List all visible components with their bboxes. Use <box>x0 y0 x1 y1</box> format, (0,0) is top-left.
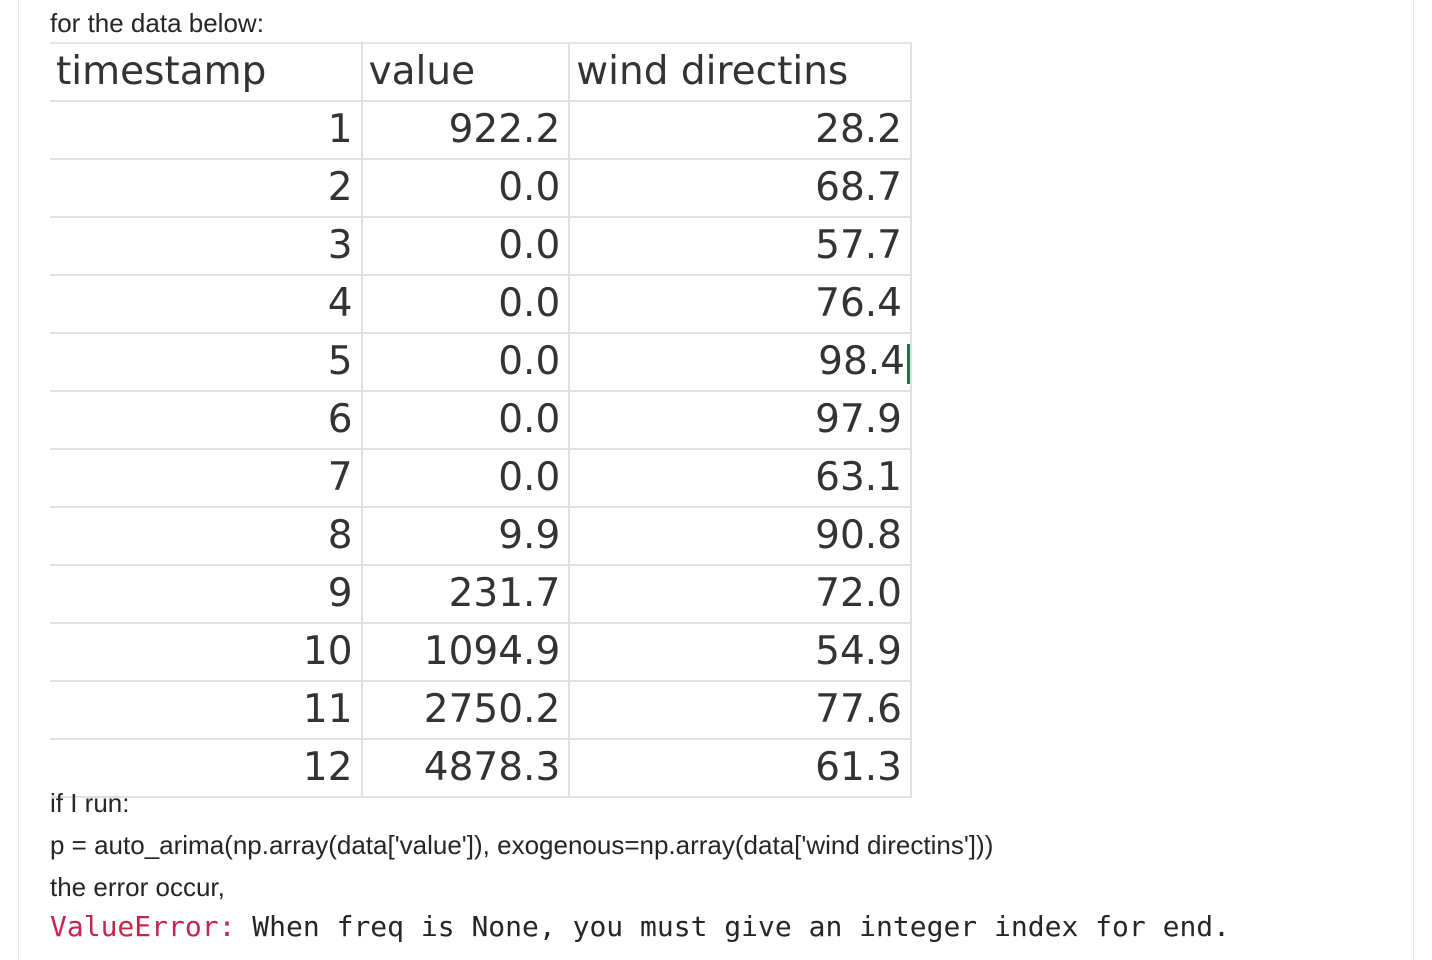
table-row: 7 0.0 63.1 <box>50 449 912 508</box>
table-row: 5 0.0 98.4 <box>50 333 912 392</box>
cell-wind-direction[interactable]: 57.7 <box>569 217 912 276</box>
error-message: ValueError: When freq is None, you must … <box>50 908 1230 946</box>
cell-wind-direction-text: 63.1 <box>815 455 902 500</box>
cell-value-text: 1094.9 <box>423 629 561 674</box>
cell-timestamp[interactable]: 4 <box>50 275 363 334</box>
cell-value-text: 0.0 <box>498 397 561 442</box>
cell-timestamp[interactable]: 2 <box>50 159 363 218</box>
table-row: 9 231.7 72.0 <box>50 565 912 624</box>
cell-value-text: 922.2 <box>448 107 561 152</box>
cell-wind-direction[interactable]: 61.3 <box>569 739 912 798</box>
cell-timestamp-text: 12 <box>302 745 353 790</box>
cell-timestamp[interactable]: 11 <box>50 681 363 740</box>
cell-value-text: 0.0 <box>498 165 561 210</box>
table-body: 1 922.2 28.2 2 0.0 68.7 3 0.0 57.7 4 0.0 76.4 5 0.0 98… <box>50 101 912 798</box>
cell-value[interactable]: 0.0 <box>361 391 571 450</box>
cell-wind-direction-text: 72.0 <box>815 571 902 616</box>
cell-wind-direction[interactable]: 98.4 <box>569 333 912 392</box>
cell-value-text: 0.0 <box>498 455 561 500</box>
post-frame <box>18 0 1414 960</box>
cell-wind-direction[interactable]: 54.9 <box>569 623 912 682</box>
cell-value-text: 4878.3 <box>423 745 561 790</box>
cell-timestamp[interactable]: 8 <box>50 507 363 566</box>
table-row: 12 4878.3 61.3 <box>50 739 912 798</box>
table-header-row: timestamp value wind directins <box>50 42 912 102</box>
cell-wind-direction-text: 28.2 <box>815 107 902 152</box>
table-row: 8 9.9 90.8 <box>50 507 912 566</box>
header-timestamp: timestamp <box>50 42 363 102</box>
cell-timestamp-text: 1 <box>327 107 353 152</box>
table-row: 6 0.0 97.9 <box>50 391 912 450</box>
cell-value-text: 231.7 <box>448 571 561 616</box>
cell-wind-direction[interactable]: 97.9 <box>569 391 912 450</box>
cell-value[interactable]: 2750.2 <box>361 681 571 740</box>
cell-value[interactable]: 0.0 <box>361 449 571 508</box>
data-table: timestamp value wind directins 1 922.2 28.… <box>50 42 912 798</box>
cell-wind-direction[interactable]: 72.0 <box>569 565 912 624</box>
cell-wind-direction-text: 61.3 <box>815 745 902 790</box>
cell-timestamp[interactable]: 9 <box>50 565 363 624</box>
cell-wind-direction-text: 76.4 <box>815 281 902 326</box>
table-row: 11 2750.2 77.6 <box>50 681 912 740</box>
intro-text: for the data below: <box>50 8 264 38</box>
error-type: ValueError: <box>50 910 236 943</box>
cell-value[interactable]: 4878.3 <box>361 739 571 798</box>
cell-timestamp-text: 10 <box>302 629 353 674</box>
cell-timestamp[interactable]: 12 <box>50 739 363 798</box>
cell-value[interactable]: 0.0 <box>361 333 571 392</box>
cell-wind-direction-text: 57.7 <box>815 223 902 268</box>
cell-timestamp[interactable]: 5 <box>50 333 363 392</box>
cell-value-text: 2750.2 <box>423 687 561 732</box>
cell-timestamp[interactable]: 10 <box>50 623 363 682</box>
cell-value-text: 9.9 <box>498 513 561 558</box>
error-intro: the error occur, <box>50 872 225 902</box>
run-label: if I run: <box>50 788 130 818</box>
cell-timestamp[interactable]: 1 <box>50 101 363 160</box>
error-text: When freq is None, you must give an inte… <box>235 910 1231 943</box>
cell-wind-direction[interactable]: 77.6 <box>569 681 912 740</box>
cell-wind-direction[interactable]: 63.1 <box>569 449 912 508</box>
table-row: 1 922.2 28.2 <box>50 101 912 160</box>
code-line: p = auto_arima(np.array(data['value']), … <box>50 830 994 860</box>
cell-wind-direction-text: 98.4 <box>818 339 905 384</box>
cell-timestamp-text: 2 <box>327 165 353 210</box>
cell-cursor <box>907 343 910 384</box>
cell-timestamp-text: 3 <box>327 223 353 268</box>
cell-timestamp[interactable]: 3 <box>50 217 363 276</box>
cell-timestamp-text: 8 <box>327 513 353 558</box>
cell-value[interactable]: 0.0 <box>361 159 571 218</box>
cell-timestamp-text: 7 <box>327 455 353 500</box>
header-wind-directions: wind directins <box>569 42 912 102</box>
cell-wind-direction-text: 97.9 <box>815 397 902 442</box>
header-value: value <box>361 42 571 102</box>
cell-value[interactable]: 231.7 <box>361 565 571 624</box>
cell-wind-direction-text: 77.6 <box>815 687 902 732</box>
table-row: 4 0.0 76.4 <box>50 275 912 334</box>
cell-timestamp[interactable]: 6 <box>50 391 363 450</box>
cell-wind-direction-text: 90.8 <box>815 513 902 558</box>
cell-value-text: 0.0 <box>498 223 561 268</box>
cell-timestamp[interactable]: 7 <box>50 449 363 508</box>
cell-value[interactable]: 1094.9 <box>361 623 571 682</box>
cell-wind-direction[interactable]: 90.8 <box>569 507 912 566</box>
cell-value[interactable]: 9.9 <box>361 507 571 566</box>
cell-wind-direction[interactable]: 28.2 <box>569 101 912 160</box>
cell-timestamp-text: 6 <box>327 397 353 442</box>
cell-value-text: 0.0 <box>498 339 561 384</box>
cell-timestamp-text: 5 <box>327 339 353 384</box>
cell-timestamp-text: 11 <box>302 687 353 732</box>
cell-value[interactable]: 0.0 <box>361 217 571 276</box>
cell-value-text: 0.0 <box>498 281 561 326</box>
cell-value[interactable]: 922.2 <box>361 101 571 160</box>
cell-wind-direction[interactable]: 68.7 <box>569 159 912 218</box>
cell-value[interactable]: 0.0 <box>361 275 571 334</box>
cell-timestamp-text: 9 <box>327 571 353 616</box>
table-row: 10 1094.9 54.9 <box>50 623 912 682</box>
cell-timestamp-text: 4 <box>327 281 353 326</box>
cell-wind-direction-text: 54.9 <box>815 629 902 674</box>
table-row: 2 0.0 68.7 <box>50 159 912 218</box>
table-row: 3 0.0 57.7 <box>50 217 912 276</box>
cell-wind-direction-text: 68.7 <box>815 165 902 210</box>
cell-wind-direction[interactable]: 76.4 <box>569 275 912 334</box>
